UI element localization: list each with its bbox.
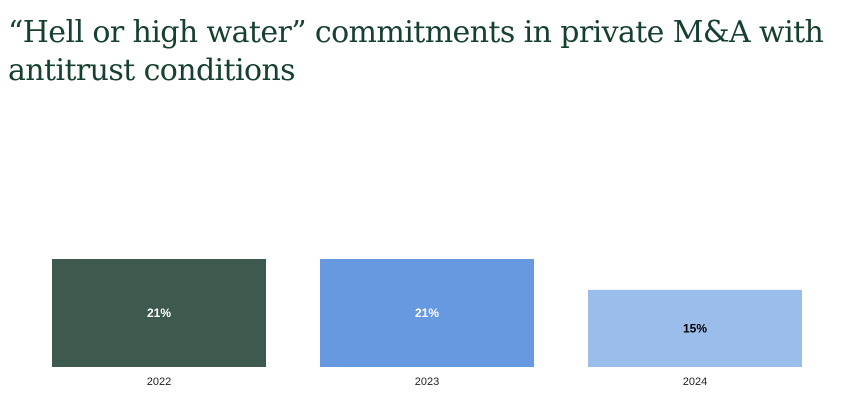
x-tick-label-2024: 2024 — [683, 376, 707, 388]
data-label-2024: 15% — [683, 321, 707, 335]
data-label-2022: 21% — [147, 306, 171, 320]
bar-2024 — [588, 289, 802, 367]
data-label-2023: 21% — [415, 306, 439, 320]
chart-title: “Hell or high water” commitments in priv… — [8, 15, 824, 88]
x-tick-label-2023: 2023 — [415, 376, 439, 388]
bar-2022 — [52, 259, 266, 367]
bar-2023 — [320, 259, 534, 367]
x-tick-label-2022: 2022 — [147, 376, 171, 388]
